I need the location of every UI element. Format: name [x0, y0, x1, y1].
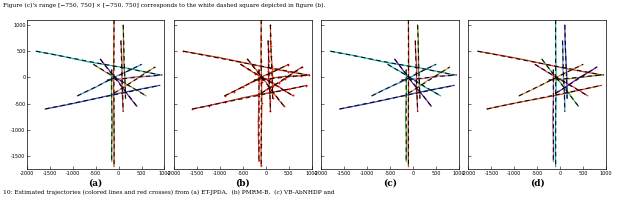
Text: 10: Estimated trajectories (colored lines and red crosses) from (a) ET-JPDA,  (b: 10: Estimated trajectories (colored line… [3, 190, 335, 195]
X-axis label: (d): (d) [530, 179, 545, 188]
X-axis label: (a): (a) [88, 179, 103, 188]
X-axis label: (c): (c) [383, 179, 397, 188]
X-axis label: (b): (b) [236, 179, 250, 188]
Text: Figure (c)'s range [−750, 750] × [−750, 750] corresponds to the white dashed squ: Figure (c)'s range [−750, 750] × [−750, … [3, 3, 326, 8]
